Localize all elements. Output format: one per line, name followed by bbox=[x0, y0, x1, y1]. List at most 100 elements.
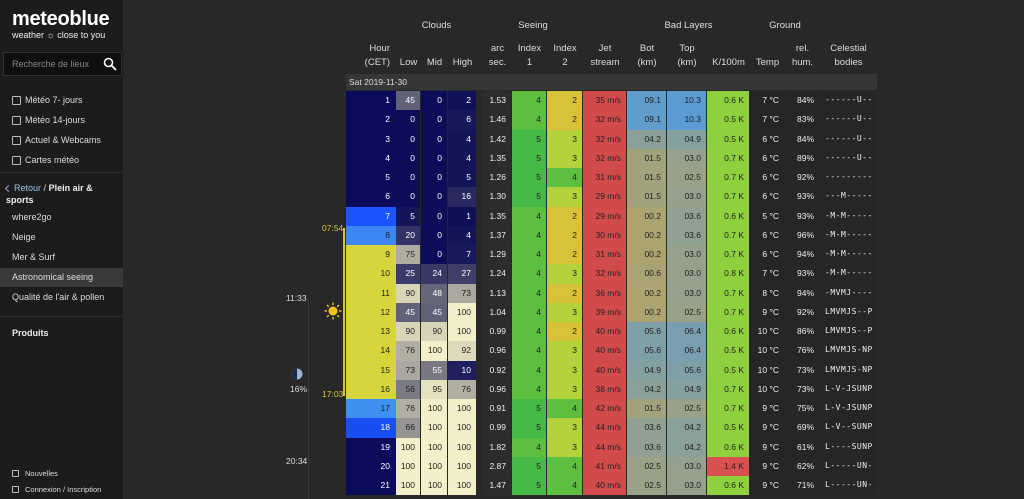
table-cell: 0 bbox=[396, 168, 420, 188]
table-cell: 01.5 bbox=[627, 399, 666, 419]
hour-cell: 4 bbox=[346, 148, 396, 168]
table-cell: 02.5 bbox=[627, 476, 666, 496]
search-box[interactable]: Recherche de lieux bbox=[3, 52, 122, 76]
table-cell: 02.5 bbox=[667, 168, 706, 188]
table-cell: 100 bbox=[448, 418, 476, 438]
table-cell: 3 bbox=[547, 360, 582, 380]
menu-icon bbox=[12, 136, 21, 145]
table-cell: 39 m/s bbox=[583, 302, 626, 322]
table-cell: 0.7 K bbox=[707, 148, 749, 168]
table-cell: 10.3 bbox=[667, 110, 706, 130]
menu-item[interactable]: Météo 14-jours bbox=[0, 111, 123, 130]
table-cell: 02.5 bbox=[667, 302, 706, 322]
table-cell: 02.5 bbox=[627, 456, 666, 476]
table-cell: 69% bbox=[785, 418, 819, 438]
table-cell: L-V-JSUNP bbox=[820, 379, 876, 399]
search-icon[interactable] bbox=[103, 57, 117, 71]
table-cell: 4 bbox=[512, 283, 546, 303]
hour-cell: 17 bbox=[346, 399, 396, 419]
menu-icon bbox=[12, 156, 21, 165]
table-cell: 0 bbox=[396, 187, 420, 207]
table-cell: 0 bbox=[421, 187, 447, 207]
table-cell: 32 m/s bbox=[583, 148, 626, 168]
submenu-item[interactable]: where2go bbox=[12, 212, 52, 222]
table-cell: 10 °C bbox=[750, 360, 784, 380]
table-cell: 7 °C bbox=[750, 110, 784, 130]
timeline-icons bbox=[291, 302, 342, 380]
timeline-line bbox=[308, 300, 309, 499]
menu-item[interactable]: Cartes météo bbox=[0, 151, 123, 170]
back[interactable]: Retour bbox=[14, 183, 42, 193]
table-cell: 10 bbox=[448, 360, 476, 380]
table-cell: 42 m/s bbox=[583, 399, 626, 419]
back-link[interactable]: Retour / Plein air & sports bbox=[4, 182, 116, 206]
submenu-item[interactable]: Mer & Surf bbox=[12, 252, 56, 262]
submenu-item[interactable]: Neige bbox=[12, 232, 36, 242]
column-header-line: (km) bbox=[637, 57, 657, 68]
column-header-line: Bot bbox=[639, 43, 655, 54]
table-cell: 04.9 bbox=[667, 129, 706, 149]
separator bbox=[0, 172, 123, 173]
table-cell: 0.7 K bbox=[707, 379, 749, 399]
table-cell: 1.47 bbox=[483, 476, 511, 496]
main: Clouds Seeing Bad Layers Ground Hour (CET) Low… bbox=[123, 0, 1024, 499]
menu-item[interactable]: Météo 7- jours bbox=[0, 91, 123, 110]
table-cell: 04.2 bbox=[627, 129, 666, 149]
table-cell: 1.35 bbox=[483, 148, 511, 168]
logo[interactable]: meteoblue bbox=[12, 8, 110, 30]
table-cell: --------- bbox=[820, 168, 876, 188]
table-cell: 100 bbox=[396, 437, 420, 457]
table-cell: 4 bbox=[512, 91, 546, 111]
table-cell: 03.0 bbox=[667, 245, 706, 265]
table-cell: 2 bbox=[547, 225, 582, 245]
column-header-line: Index bbox=[517, 43, 542, 54]
table-cell: 76 bbox=[396, 341, 420, 361]
table-cell: 2 bbox=[448, 91, 476, 111]
table-cell: 0.91 bbox=[483, 399, 511, 419]
table-cell: 1.24 bbox=[483, 264, 511, 284]
table-cell: 71% bbox=[785, 476, 819, 496]
table-cell: 1.37 bbox=[483, 225, 511, 245]
table-cell: 4 bbox=[512, 379, 546, 399]
table-cell: 4 bbox=[512, 302, 546, 322]
footer-link[interactable]: Connexion / Inscription bbox=[0, 482, 123, 498]
hour-cell: 15 bbox=[346, 360, 396, 380]
table-cell: ------U-- bbox=[820, 148, 876, 168]
table-cell: 44 m/s bbox=[583, 418, 626, 438]
table-cell: L----SUNP bbox=[820, 437, 876, 457]
footer-icon bbox=[12, 486, 19, 493]
table-cell: 1.13 bbox=[483, 283, 511, 303]
column-header-line: bodies bbox=[834, 57, 863, 68]
footer-link[interactable]: Nouvelles bbox=[0, 466, 123, 482]
table-cell: 6 °C bbox=[750, 168, 784, 188]
table-cell: 1.04 bbox=[483, 302, 511, 322]
table-cell: 41 m/s bbox=[583, 456, 626, 476]
submenu-item[interactable]: Astronomical seeing bbox=[0, 268, 123, 287]
menu-item[interactable]: Actuel & Webcams bbox=[0, 131, 123, 150]
table-cell: 29 m/s bbox=[583, 206, 626, 226]
table-cell: 0.96 bbox=[483, 341, 511, 361]
table-cell: 3 bbox=[547, 341, 582, 361]
table-cell: 04.9 bbox=[667, 379, 706, 399]
table-cell: 10 °C bbox=[750, 341, 784, 361]
section: Plein air & sports bbox=[6, 183, 93, 205]
timeline-label: 20:34 bbox=[286, 456, 308, 466]
table-cell: 73 bbox=[396, 360, 420, 380]
table-cell: 00.6 bbox=[627, 264, 666, 284]
table-cell: 05.6 bbox=[667, 360, 706, 380]
table-cell: 2.87 bbox=[483, 456, 511, 476]
table-cell: 09.1 bbox=[627, 91, 666, 111]
table-cell: 100 bbox=[396, 456, 420, 476]
table-cell: 0.5 K bbox=[707, 418, 749, 438]
table-cell: 4 bbox=[448, 148, 476, 168]
group-header: Clouds bbox=[421, 20, 452, 31]
table-cell: 0.6 K bbox=[707, 206, 749, 226]
table-cell: 55 bbox=[421, 360, 447, 380]
table-cell: 2 bbox=[547, 91, 582, 111]
table-cell: 03.0 bbox=[667, 456, 706, 476]
table-cell: 96% bbox=[785, 225, 819, 245]
table-cell: 90 bbox=[396, 322, 420, 342]
products[interactable]: Produits bbox=[12, 328, 49, 338]
submenu-item[interactable]: Qualité de l'air & pollen bbox=[12, 292, 105, 302]
